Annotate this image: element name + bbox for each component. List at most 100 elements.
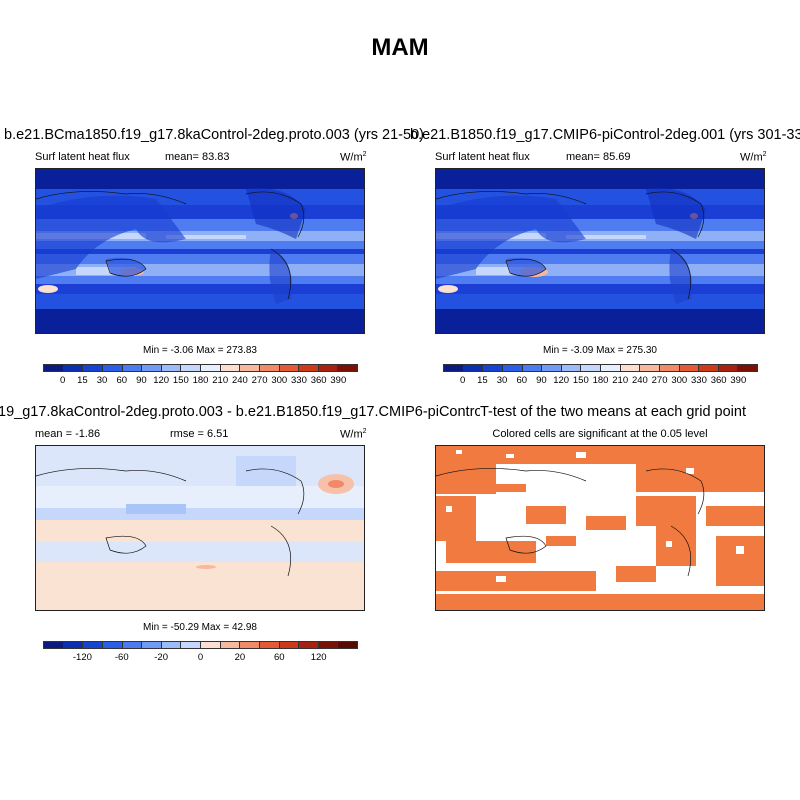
panel2-variable: Surf latent heat flux	[435, 151, 530, 163]
colorbar-tick-label: 210	[612, 375, 629, 386]
colorbar-swatch	[522, 365, 543, 371]
colorbar-swatch	[738, 365, 757, 371]
colorbar-swatch	[63, 642, 84, 648]
panel3-mean-value: -1.86	[75, 428, 101, 440]
colorbar-tick-label: 0	[197, 652, 204, 663]
panel1-variable: Surf latent heat flux	[35, 151, 130, 163]
colorbar-swatch	[240, 642, 260, 648]
panel3-title: 19_g17.8kaControl-2deg.proto.003 - b.e21…	[0, 404, 551, 420]
colorbar-swatch	[161, 365, 182, 371]
panel1-title: b.e21.BCma1850.f19_g17.8kaControl-2deg.p…	[4, 127, 424, 143]
colorbar-swatch	[201, 365, 221, 371]
colorbar-3	[43, 641, 358, 649]
panel2-mean-value: 85.69	[603, 151, 631, 163]
colorbar-swatch	[620, 365, 641, 371]
colorbar-swatch	[44, 642, 64, 648]
colorbar-tick-label: 210	[212, 375, 229, 386]
panel2-units: W/m2	[740, 151, 767, 164]
colorbar-tick-label: 60	[116, 375, 128, 386]
colorbar-tick-label: -20	[154, 652, 168, 663]
colorbar-tick-label: -120	[72, 652, 92, 663]
colorbar-tick-label: 330	[691, 375, 707, 386]
panel3-mean: mean = -1.86	[35, 428, 100, 440]
panel1-units-base: W/m	[340, 151, 363, 164]
colorbar-swatch	[259, 642, 280, 648]
colorbar-tick-label: 15	[477, 375, 488, 386]
panel1-mean-label: mean=	[165, 151, 199, 163]
colorbar-tick-label: 120	[153, 375, 170, 386]
colorbar-tick-label: 150	[172, 375, 189, 386]
colorbar-swatch	[318, 642, 339, 648]
panel1-units-sup: 2	[362, 151, 367, 158]
colorbar-swatch	[102, 365, 123, 371]
colorbar-swatch	[44, 365, 64, 371]
colorbar-tick-label: 240	[631, 375, 648, 386]
figure-title: MAM	[371, 34, 429, 61]
colorbar-tick-label: 240	[231, 375, 248, 386]
colorbar-swatch	[201, 642, 221, 648]
colorbar-tick-label: 390	[330, 375, 347, 386]
panel1-mean-value: 83.83	[202, 151, 230, 163]
colorbar-tick-label: 180	[592, 375, 609, 386]
colorbar-2-ticks: 0 15 30 60 90 120 150 180 210 240 270 300 330 360 390	[443, 375, 758, 387]
colorbar-swatch	[338, 365, 357, 371]
colorbar-tick-label: 60	[273, 652, 285, 663]
panel2-title: b.e21.B1850.f19_g17.CMIP6-piControl-2deg…	[410, 127, 800, 143]
panel3-units-sup: 2	[362, 428, 367, 435]
panel2-units-sup: 2	[762, 151, 767, 158]
colorbar-swatch	[181, 365, 201, 371]
colorbar-tick-label: 90	[136, 375, 147, 386]
colorbar-tick-label: 90	[536, 375, 547, 386]
colorbar-swatch	[161, 642, 182, 648]
colorbar-swatch	[299, 642, 319, 648]
colorbar-swatch	[679, 365, 700, 371]
colorbar-tick-label: 300	[271, 375, 288, 386]
panel4-subtitle: Colored cells are significant at the 0.0…	[492, 428, 708, 440]
colorbar-swatch	[279, 642, 300, 648]
colorbar-swatch	[483, 365, 503, 371]
colorbar-tick-label: 60	[516, 375, 528, 386]
panel1-mean: mean= 83.83	[165, 151, 230, 163]
panel2-map	[435, 168, 765, 334]
colorbar-3-ticks: -120 -60 -20 0 20 60 120	[43, 652, 358, 664]
panel3-units-base: W/m	[340, 428, 363, 441]
colorbar-tick-label: 300	[671, 375, 688, 386]
colorbar-swatch	[122, 642, 143, 648]
colorbar-swatch	[718, 365, 739, 371]
colorbar-tick-label: 150	[572, 375, 589, 386]
colorbar-swatch	[444, 365, 464, 371]
colorbar-tick-label: 20	[234, 652, 246, 663]
colorbar-swatch	[83, 642, 103, 648]
colorbar-swatch	[699, 365, 719, 371]
panel3-rmse-label: rmse =	[170, 428, 204, 440]
panel1-units: W/m2	[340, 151, 367, 164]
colorbar-tick-label: 270	[251, 375, 268, 386]
colorbar-swatch	[640, 365, 660, 371]
colorbar-swatch	[220, 365, 241, 371]
panel3-units: W/m2	[340, 428, 367, 441]
colorbar-swatch	[142, 642, 162, 648]
colorbar-tick-label: 120	[310, 652, 327, 663]
colorbar-swatch	[240, 365, 260, 371]
colorbar-tick-label: 180	[192, 375, 209, 386]
colorbar-tick-label: 360	[310, 375, 327, 386]
panel3-rmse: rmse = 6.51	[170, 428, 228, 440]
panel1-map	[35, 168, 365, 334]
colorbar-tick-label: 30	[496, 375, 508, 386]
panel2-mean-label: mean=	[566, 151, 600, 163]
colorbar-2	[443, 364, 758, 372]
colorbar-swatch	[142, 365, 162, 371]
colorbar-tick-label: 330	[291, 375, 307, 386]
colorbar-swatch	[181, 642, 201, 648]
panel3-map	[35, 445, 365, 611]
colorbar-swatch	[581, 365, 601, 371]
colorbar-swatch	[502, 365, 523, 371]
colorbar-swatch	[318, 365, 339, 371]
colorbar-tick-label: 30	[96, 375, 108, 386]
panel3-mean-label: mean =	[35, 428, 72, 440]
panel2-minmax: Min = -3.09 Max = 275.30	[543, 345, 657, 356]
colorbar-swatch	[122, 365, 143, 371]
colorbar-swatch	[601, 365, 621, 371]
colorbar-1	[43, 364, 358, 372]
panel1-minmax: Min = -3.06 Max = 273.83	[143, 345, 257, 356]
